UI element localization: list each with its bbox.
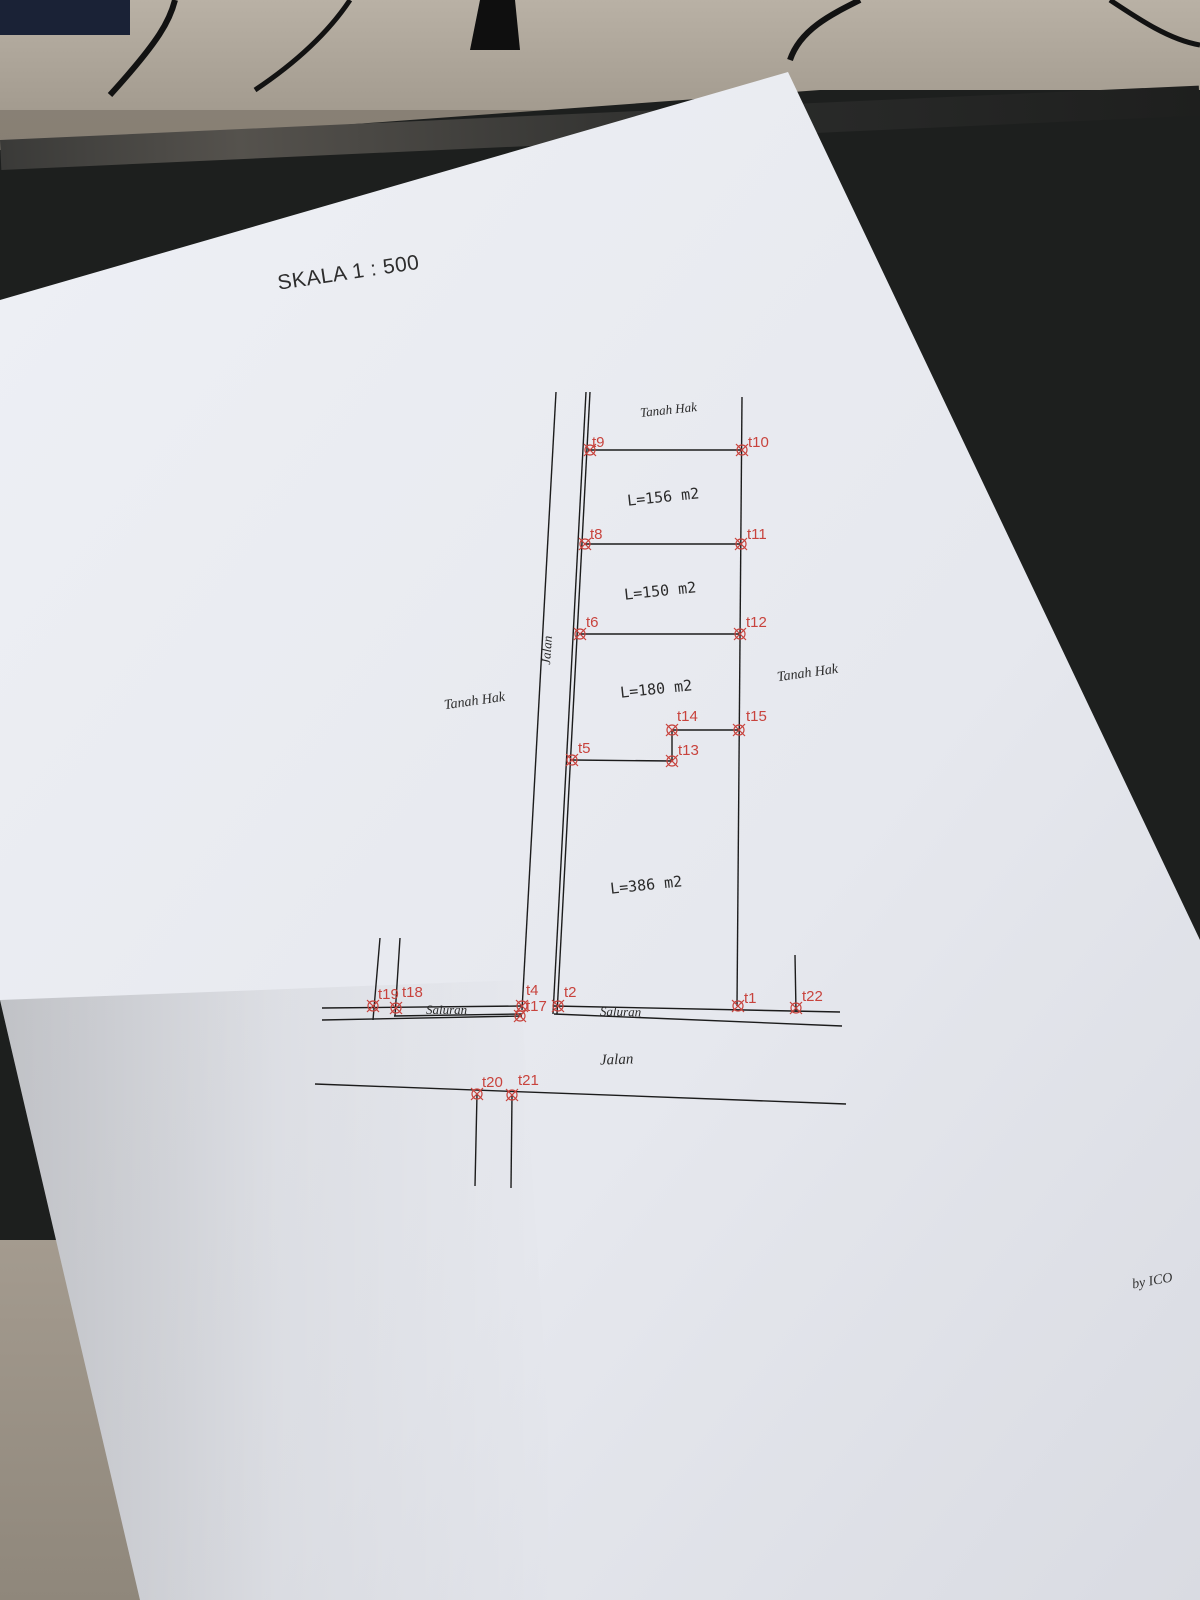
point-label-t9: t9 [592,434,605,451]
point-label-t6: t6 [586,614,599,631]
point-label-t17: t17 [526,998,547,1015]
point-label-t1: t1 [744,990,757,1007]
point-label-t15: t15 [746,708,767,725]
point-label-t11: t11 [747,526,767,543]
point-label-t4: t4 [526,982,539,999]
point-label-t8: t8 [590,526,603,543]
label-jalan-bottom: Jalan [599,1051,634,1069]
point-label-t5: t5 [578,740,591,757]
point-markers [366,443,803,1102]
label-saluran-right: Saluran [599,1003,642,1020]
point-label-t14: t14 [677,708,698,725]
point-label-t13: t13 [678,742,699,759]
cables [0,0,1200,98]
point-label-t2: t2 [564,984,577,1001]
point-label-t10: t10 [748,434,769,451]
point-label-t21: t21 [518,1072,539,1089]
point-label-t22: t22 [802,988,823,1005]
label-saluran-left: Saluran [426,1002,468,1017]
label-jalan-vertical: Jalan [538,635,555,666]
point-label-t12: t12 [746,614,767,631]
point-label-t20: t20 [482,1074,503,1091]
survey-drawing [314,391,847,1189]
point-label-t19: t19 [378,986,399,1003]
point-label-t18: t18 [402,984,423,1001]
